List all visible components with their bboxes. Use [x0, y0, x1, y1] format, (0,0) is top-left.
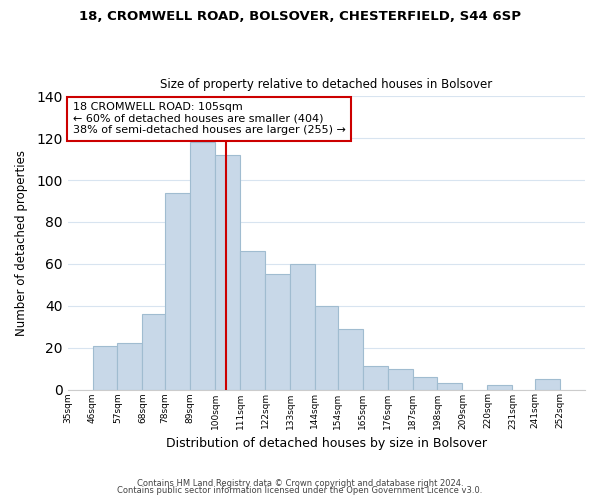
Bar [215, 155, 240, 390]
Text: 18 CROMWELL ROAD: 105sqm
← 60% of detached houses are smaller (404)
38% of semi-: 18 CROMWELL ROAD: 105sqm ← 60% of detach… [73, 102, 346, 136]
Bar [362, 366, 388, 390]
Text: 18, CROMWELL ROAD, BOLSOVER, CHESTERFIELD, S44 6SP: 18, CROMWELL ROAD, BOLSOVER, CHESTERFIEL… [79, 10, 521, 23]
Bar [535, 379, 560, 390]
Bar [190, 142, 215, 390]
Bar [265, 274, 290, 390]
Bar [240, 252, 265, 390]
Bar [388, 368, 413, 390]
Bar [92, 346, 118, 390]
Text: Contains HM Land Registry data © Crown copyright and database right 2024.: Contains HM Land Registry data © Crown c… [137, 478, 463, 488]
Bar [413, 377, 437, 390]
Y-axis label: Number of detached properties: Number of detached properties [15, 150, 28, 336]
Bar [165, 192, 190, 390]
Title: Size of property relative to detached houses in Bolsover: Size of property relative to detached ho… [160, 78, 493, 91]
Bar [118, 344, 142, 390]
Text: Contains public sector information licensed under the Open Government Licence v3: Contains public sector information licen… [118, 486, 482, 495]
X-axis label: Distribution of detached houses by size in Bolsover: Distribution of detached houses by size … [166, 437, 487, 450]
Bar [338, 329, 362, 390]
Bar [290, 264, 315, 390]
Bar [487, 386, 512, 390]
Bar [142, 314, 165, 390]
Bar [315, 306, 338, 390]
Bar [437, 383, 463, 390]
